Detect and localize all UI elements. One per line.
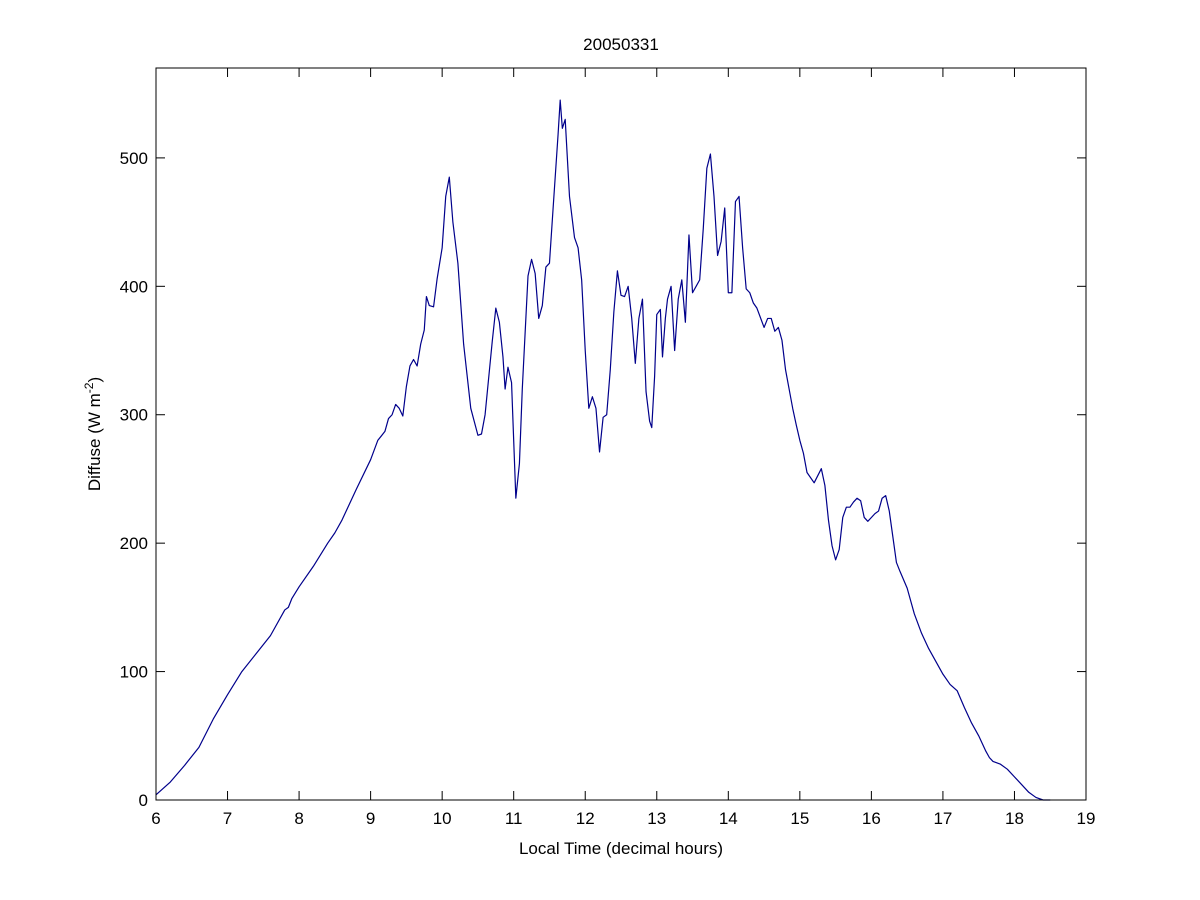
x-tick-label: 14 — [719, 809, 738, 828]
x-tick-label: 19 — [1077, 809, 1096, 828]
x-axis-title: Local Time (decimal hours) — [519, 839, 723, 858]
x-tick-label: 18 — [1005, 809, 1024, 828]
x-tick-label: 6 — [151, 809, 160, 828]
x-tick-label: 17 — [933, 809, 952, 828]
y-axis-title-exponent: -2 — [82, 382, 96, 393]
y-axis-title-close: ) — [85, 377, 104, 383]
chart-title: 20050331 — [583, 35, 659, 54]
y-tick-label: 0 — [139, 791, 148, 810]
x-tick-label: 7 — [223, 809, 232, 828]
x-tick-label: 13 — [647, 809, 666, 828]
y-tick-label: 400 — [120, 277, 148, 296]
x-tick-label: 11 — [505, 809, 523, 828]
y-axis-title: Diffuse (W m-2) — [82, 377, 104, 491]
tick-layer: 6 7 8 9 10 11 12 13 14 15 16 17 18 19 0 100 200 300 400 500 — [120, 68, 1096, 828]
y-tick-label: 300 — [120, 406, 148, 425]
plot-area — [156, 68, 1086, 800]
y-tick-label: 100 — [120, 663, 148, 682]
y-axis-title-main: Diffuse (W m — [85, 393, 104, 491]
series-line-0 — [155, 99, 1051, 801]
x-tick-label: 10 — [433, 809, 452, 828]
x-tick-label: 15 — [790, 809, 809, 828]
x-tick-label: 8 — [294, 809, 303, 828]
x-tick-label: 16 — [862, 809, 881, 828]
x-tick-label: 9 — [366, 809, 375, 828]
series-layer — [155, 99, 1051, 801]
y-tick-label: 200 — [120, 534, 148, 553]
x-tick-label: 12 — [576, 809, 595, 828]
y-tick-label: 500 — [120, 149, 148, 168]
plot-frame — [155, 67, 1087, 801]
